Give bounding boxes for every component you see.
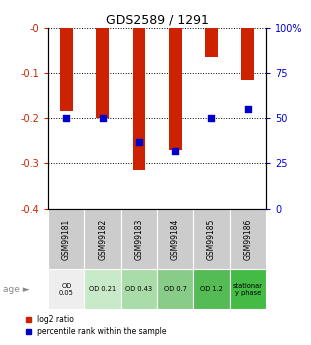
- Text: OD 0.21: OD 0.21: [89, 286, 116, 292]
- Text: GSM99186: GSM99186: [243, 218, 252, 259]
- Point: [64, 115, 69, 121]
- Bar: [230, 209, 266, 269]
- Bar: [121, 269, 157, 309]
- Bar: [132, 28, 145, 170]
- Bar: [48, 209, 85, 269]
- Bar: [85, 209, 121, 269]
- Point: [100, 115, 105, 121]
- Text: age ►: age ►: [3, 285, 30, 294]
- Bar: [169, 28, 182, 150]
- Point: [209, 115, 214, 121]
- Text: GSM99182: GSM99182: [98, 218, 107, 259]
- Legend: log2 ratio, percentile rank within the sample: log2 ratio, percentile rank within the s…: [26, 315, 167, 336]
- Bar: [96, 28, 109, 118]
- Bar: [193, 269, 230, 309]
- Bar: [60, 28, 73, 111]
- Bar: [205, 28, 218, 57]
- Text: GSM99185: GSM99185: [207, 218, 216, 259]
- Text: OD
0.05: OD 0.05: [59, 283, 74, 296]
- Title: GDS2589 / 1291: GDS2589 / 1291: [106, 13, 208, 27]
- Text: GSM99181: GSM99181: [62, 218, 71, 259]
- Text: OD 0.7: OD 0.7: [164, 286, 187, 292]
- Bar: [157, 269, 193, 309]
- Point: [137, 139, 142, 145]
- Bar: [48, 269, 85, 309]
- Text: OD 1.2: OD 1.2: [200, 286, 223, 292]
- Bar: [193, 209, 230, 269]
- Text: GSM99184: GSM99184: [171, 218, 180, 259]
- Text: stationar
y phase: stationar y phase: [233, 283, 263, 296]
- Point: [245, 106, 250, 112]
- Bar: [85, 269, 121, 309]
- Bar: [241, 28, 254, 80]
- Bar: [157, 209, 193, 269]
- Point: [173, 148, 178, 154]
- Text: OD 0.43: OD 0.43: [125, 286, 152, 292]
- Bar: [230, 269, 266, 309]
- Text: GSM99183: GSM99183: [134, 218, 143, 259]
- Bar: [121, 209, 157, 269]
